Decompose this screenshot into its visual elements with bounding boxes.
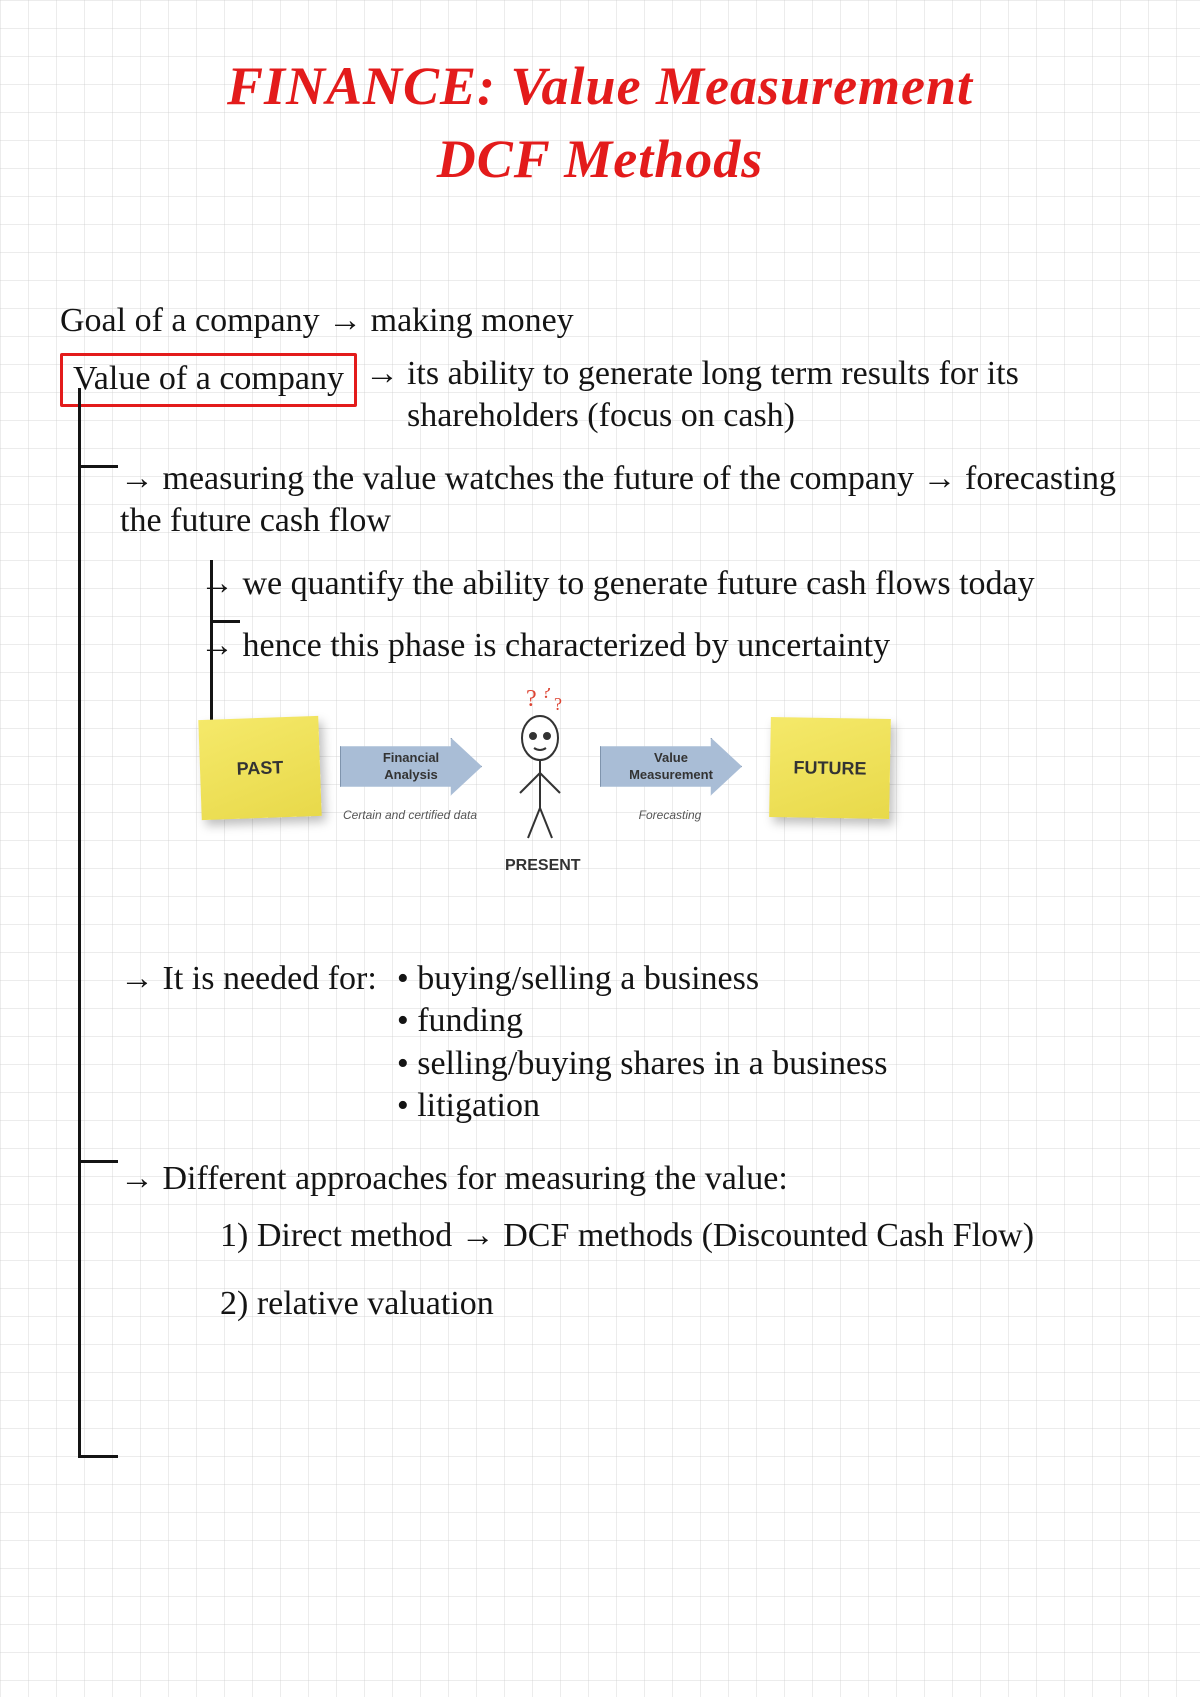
svg-text:?: ? bbox=[542, 688, 551, 703]
branch-line bbox=[78, 465, 118, 468]
arrow-glyph: → bbox=[365, 353, 399, 396]
svg-text:?: ? bbox=[554, 694, 562, 714]
bullet-litigation: litigation bbox=[397, 1085, 888, 1128]
needed-row: It is needed for: buying/selling a busin… bbox=[120, 958, 1160, 1128]
goal-row: Goal of a company → making money bbox=[60, 300, 1160, 343]
title-line-2: DCF Methods bbox=[0, 123, 1200, 196]
bullet-shares: selling/buying shares in a business bbox=[397, 1043, 888, 1086]
svg-text:?: ? bbox=[526, 688, 537, 712]
approach-2: 2) relative valuation bbox=[220, 1283, 1160, 1326]
branch-line bbox=[78, 1160, 118, 1163]
vm-label: Value Measurement bbox=[626, 750, 716, 783]
past-sticky: PAST bbox=[198, 715, 321, 819]
branch-line bbox=[210, 620, 240, 623]
needed-bullets: buying/selling a business funding sellin… bbox=[397, 958, 888, 1128]
goal-label: Goal of a company bbox=[60, 302, 320, 339]
needed-label: It is needed for: bbox=[120, 958, 377, 1001]
notes-body: Goal of a company → making money Value o… bbox=[60, 300, 1160, 1335]
past-label: PAST bbox=[236, 755, 283, 779]
confused-figure-icon: ? ? ? bbox=[500, 688, 580, 828]
caption-forecasting: Forecasting bbox=[600, 808, 740, 823]
approaches-label: Different approaches for measuring the v… bbox=[120, 1158, 1160, 1201]
value-label-box: Value of a company bbox=[60, 353, 357, 408]
goal-text: making money bbox=[371, 302, 574, 339]
page-title: FINANCE: Value Measurement DCF Methods bbox=[0, 0, 1200, 196]
fa-label: Financial Analysis bbox=[366, 750, 456, 783]
present-label: PRESENT bbox=[505, 856, 581, 876]
bullet-funding: funding bbox=[397, 1000, 888, 1043]
value-row: Value of a company → its ability to gene… bbox=[60, 353, 1160, 438]
branch-line bbox=[78, 1455, 118, 1458]
financial-analysis-arrow: Financial Analysis bbox=[340, 738, 482, 796]
value-measurement-arrow: Value Measurement bbox=[600, 738, 742, 796]
value-text: its ability to generate long term result… bbox=[407, 353, 1160, 438]
approach-1: 1) Direct method → DCF methods (Discount… bbox=[220, 1215, 1160, 1258]
timeline-diagram: PAST Financial Analysis Certain and cert… bbox=[200, 698, 950, 918]
title-line-1: FINANCE: Value Measurement bbox=[0, 50, 1200, 123]
tree-line bbox=[78, 388, 81, 1458]
hence-text: hence this phase is characterized by unc… bbox=[200, 625, 1160, 668]
future-sticky: FUTURE bbox=[769, 716, 891, 818]
caption-certain: Certain and certified data bbox=[340, 808, 480, 823]
measuring-text: measuring the value watches the future o… bbox=[120, 458, 1160, 543]
bullet-buy-sell: buying/selling a business bbox=[397, 958, 888, 1001]
arrow-glyph: → bbox=[328, 302, 371, 339]
future-label: FUTURE bbox=[793, 756, 866, 780]
quantify-text: we quantify the ability to generate futu… bbox=[200, 563, 1160, 606]
